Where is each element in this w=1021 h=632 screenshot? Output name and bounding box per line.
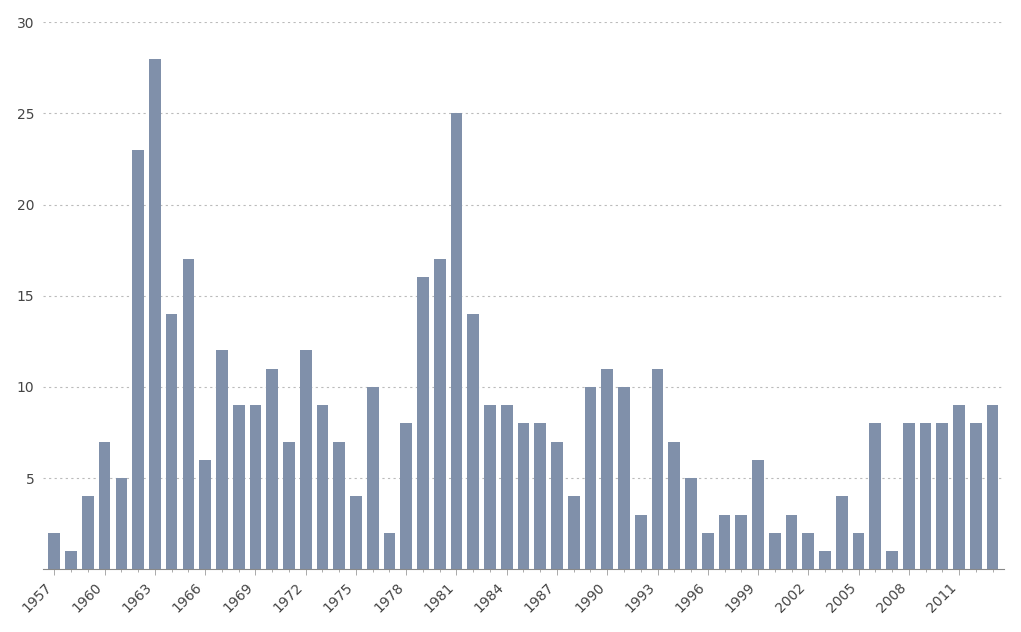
Bar	[115, 478, 128, 569]
Bar	[786, 514, 797, 569]
Bar	[819, 551, 831, 569]
Bar	[82, 496, 94, 569]
Bar	[450, 113, 463, 569]
Bar	[468, 314, 479, 569]
Bar	[752, 460, 764, 569]
Bar	[886, 551, 897, 569]
Bar	[400, 423, 412, 569]
Bar	[936, 423, 949, 569]
Bar	[183, 259, 194, 569]
Bar	[249, 405, 261, 569]
Bar	[986, 405, 999, 569]
Bar	[803, 533, 814, 569]
Bar	[48, 533, 60, 569]
Bar	[266, 368, 278, 569]
Bar	[651, 368, 664, 569]
Bar	[618, 387, 630, 569]
Bar	[970, 423, 982, 569]
Bar	[350, 496, 361, 569]
Bar	[954, 405, 965, 569]
Bar	[367, 387, 379, 569]
Bar	[484, 405, 496, 569]
Bar	[719, 514, 730, 569]
Bar	[669, 442, 680, 569]
Bar	[501, 405, 513, 569]
Bar	[601, 368, 614, 569]
Bar	[216, 350, 228, 569]
Bar	[65, 551, 77, 569]
Bar	[99, 442, 110, 569]
Bar	[551, 442, 563, 569]
Bar	[418, 277, 429, 569]
Bar	[233, 405, 244, 569]
Bar	[735, 514, 747, 569]
Bar	[518, 423, 529, 569]
Bar	[769, 533, 781, 569]
Bar	[300, 350, 311, 569]
Bar	[133, 150, 144, 569]
Bar	[903, 423, 915, 569]
Bar	[333, 442, 345, 569]
Bar	[534, 423, 546, 569]
Bar	[853, 533, 865, 569]
Bar	[165, 314, 178, 569]
Bar	[701, 533, 714, 569]
Bar	[384, 533, 395, 569]
Bar	[920, 423, 931, 569]
Bar	[568, 496, 580, 569]
Bar	[317, 405, 329, 569]
Bar	[149, 59, 160, 569]
Bar	[635, 514, 646, 569]
Bar	[685, 478, 697, 569]
Bar	[199, 460, 211, 569]
Bar	[434, 259, 445, 569]
Bar	[836, 496, 847, 569]
Bar	[283, 442, 295, 569]
Bar	[585, 387, 596, 569]
Bar	[870, 423, 881, 569]
